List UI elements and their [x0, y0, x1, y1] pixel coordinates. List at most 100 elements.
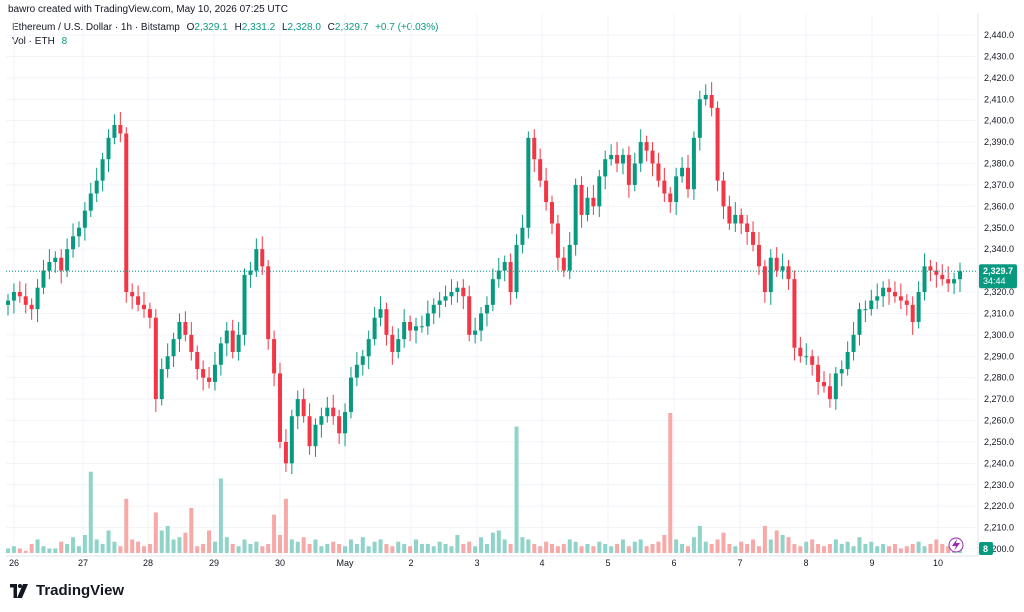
volume-bar: [142, 546, 146, 553]
volume-bar: [668, 413, 673, 553]
lightning-icon[interactable]: [948, 537, 964, 553]
legend-close-label: C: [327, 22, 335, 33]
volume-bar: [721, 532, 726, 553]
price-chart[interactable]: 2,200.0 2,210.0 2,220.0 2,230.0 2,240.0 2,250…: [0, 0, 1024, 578]
volume-bar: [437, 541, 442, 553]
candle-body: [183, 321, 188, 335]
y-tick-label: 2,400.0: [984, 116, 1014, 126]
candle: [189, 321, 194, 361]
x-tick-label: 30: [275, 558, 285, 568]
volume-bar: [827, 543, 832, 553]
x-tick-label: 6: [671, 558, 676, 568]
x-tick-label: 27: [78, 558, 88, 568]
candle-body: [816, 364, 821, 382]
candle-body: [473, 330, 478, 335]
volume-bar: [372, 541, 377, 553]
candle-body: [875, 296, 880, 301]
volume-bar: [260, 546, 265, 553]
x-tick-label: 26: [9, 558, 19, 568]
candle: [550, 195, 554, 235]
volume-bar: [106, 530, 111, 553]
candle: [851, 321, 856, 361]
candle: [467, 285, 472, 342]
candle-body: [686, 167, 690, 190]
volume-bar: [177, 537, 182, 553]
candle-body: [958, 271, 962, 280]
volume-bar: [443, 543, 448, 553]
candle-body: [17, 292, 22, 297]
x-tick-label: 4: [539, 558, 544, 568]
candle-body: [898, 296, 903, 301]
candle-body: [384, 309, 389, 335]
candle-body: [165, 356, 170, 370]
candle: [425, 300, 430, 335]
candle: [82, 202, 87, 241]
candle-body: [520, 227, 525, 245]
volume-bar: [851, 546, 856, 553]
candle-body: [561, 257, 566, 271]
candle: [337, 409, 342, 445]
volume-bar: [591, 546, 596, 553]
candle-body: [544, 180, 549, 203]
candle: [390, 326, 395, 365]
candle-body: [703, 94, 708, 100]
volume-bar: [278, 534, 282, 553]
candle-body: [496, 270, 501, 280]
volume-bar: [946, 546, 951, 553]
footer-brand[interactable]: TradingView: [8, 582, 124, 599]
candle: [266, 259, 271, 350]
candle-body: [136, 296, 141, 305]
volume-bar: [201, 543, 206, 553]
candle-body: [372, 317, 377, 340]
candle: [555, 214, 560, 271]
volume-bar: [147, 543, 152, 553]
volume-bar: [490, 532, 495, 553]
y-tick-label: 2,270.0: [984, 394, 1014, 404]
volume-bar: [573, 541, 578, 553]
candle: [958, 262, 962, 292]
candle: [490, 268, 495, 312]
volume-bar: [325, 543, 330, 553]
candle-body: [348, 377, 353, 412]
candle: [484, 296, 489, 327]
candle-body: [615, 154, 620, 164]
candle-body: [656, 163, 661, 181]
volume-bar: [319, 546, 324, 553]
x-tick-label: May: [336, 558, 354, 568]
price-tag-countdown: 34:44: [983, 276, 1006, 286]
candle-body: [337, 416, 342, 434]
candle-body: [366, 339, 371, 357]
volume-bar: [916, 541, 921, 553]
candle-body: [76, 227, 81, 237]
candle-body: [609, 154, 614, 160]
legend-vol-label: Vol · ETH: [12, 36, 55, 47]
candle: [59, 249, 64, 284]
volume-bar: [65, 543, 70, 553]
candle: [650, 142, 655, 177]
candle-body: [425, 313, 430, 327]
candle-body: [940, 274, 945, 280]
candle-body: [390, 334, 395, 352]
candle: [579, 176, 584, 228]
candle: [946, 266, 951, 292]
candle-body: [47, 262, 52, 271]
volume-bar: [620, 539, 625, 553]
volume-bar: [709, 543, 714, 553]
volume-bar: [756, 546, 761, 553]
candle-body: [887, 287, 892, 292]
candle-body: [437, 300, 442, 305]
candle: [561, 247, 566, 278]
legend-volume: Vol · ETH 8: [12, 36, 71, 47]
legend-symbol: Ethereum / U.S. Dollar · 1h · Bitstamp: [12, 22, 180, 33]
candle: [827, 373, 832, 408]
y-tick-label: 2,410.0: [984, 94, 1014, 104]
candle: [863, 300, 868, 322]
candle-body: [691, 137, 696, 190]
volume-bar: [768, 539, 773, 553]
candle: [496, 257, 501, 288]
candle-body: [916, 292, 921, 322]
candle-body: [644, 142, 649, 151]
candle: [656, 152, 661, 188]
volume-bar: [337, 543, 342, 553]
candle-body: [11, 292, 16, 301]
